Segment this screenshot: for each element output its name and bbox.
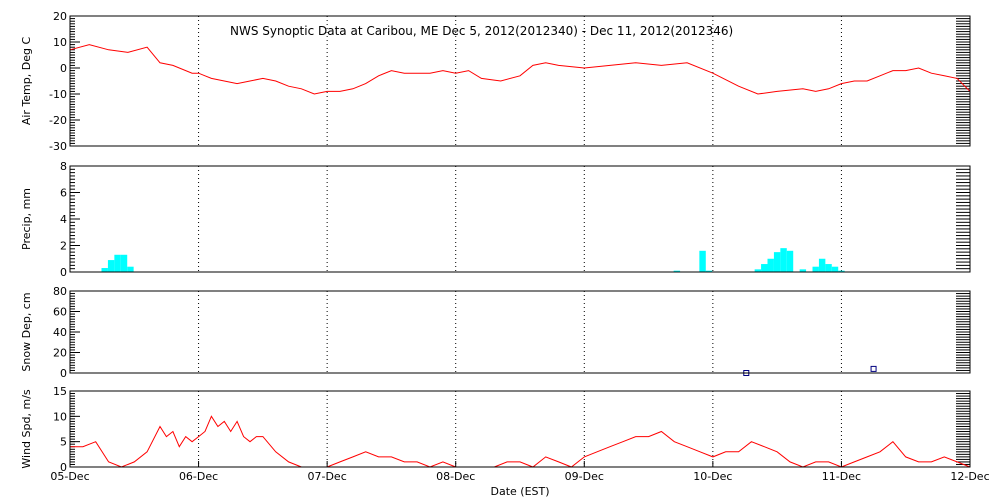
panel-4: 15 10 5 0 Wind Spd, m/s [20, 385, 971, 474]
x-axis-label: Date (EST) [490, 485, 549, 498]
precip-bar [101, 268, 108, 272]
series-line [70, 415, 971, 468]
series-line [69, 44, 971, 95]
precip-bar [773, 252, 781, 272]
y-tick-label: 10 [53, 410, 67, 423]
x-axis: 05-Dec 06-Dec 07-Dec 08-Dec 09-Dec 10-Dec 11-D… [50, 461, 990, 483]
precip-bar [699, 250, 706, 272]
y-tick-label: 4 [60, 213, 67, 226]
y-tick-label: 60 [53, 306, 67, 319]
precip-bar [761, 264, 768, 272]
panel-frame [69, 390, 971, 468]
y-tick-label: 20 [53, 10, 67, 23]
y-tick-label: 0 [60, 367, 67, 380]
panel-frame [69, 290, 971, 374]
y-tick-label: 0 [60, 62, 67, 75]
y-axis-label: Wind Spd, m/s [20, 389, 33, 469]
y-tick-label: 15 [53, 385, 67, 398]
x-tick-label: 07-Dec [308, 470, 347, 483]
y-tick-label: 5 [60, 436, 67, 449]
precip-bar [838, 270, 845, 272]
precip-bar [831, 266, 839, 272]
x-tick-label: 06-Dec [179, 470, 218, 483]
y-tick-label: 8 [60, 160, 67, 173]
x-tick-label: 11-Dec [822, 470, 861, 483]
y-tick-label: 20 [53, 347, 67, 360]
y-tick-label: -10 [49, 88, 67, 101]
precip-bar [780, 248, 787, 272]
y-tick-label: -30 [49, 140, 67, 153]
precip-bar [812, 266, 819, 272]
precip-bar [120, 254, 128, 272]
precip-bar [799, 269, 807, 272]
y-tick-label: 0 [60, 461, 67, 474]
x-tick-label: 09-Dec [565, 470, 604, 483]
x-tick-label: 05-Dec [50, 470, 89, 483]
y-tick-label: 10 [53, 36, 67, 49]
precip-bar [786, 250, 794, 272]
y-tick-label: 2 [60, 240, 67, 253]
precip-bar [127, 266, 134, 272]
precip-bar [114, 254, 121, 272]
precip-bar [705, 270, 713, 272]
y-tick-label: 80 [53, 285, 67, 298]
precip-bar [825, 264, 832, 272]
panel-frame [69, 165, 971, 273]
panel-2: 8 6 4 2 0 Precip, mm [20, 160, 971, 279]
panel-3: 80 60 40 20 0 Snow Dep, cm [20, 285, 971, 380]
precip-bar [767, 258, 774, 272]
y-tick-label: 0 [60, 266, 67, 279]
panel-frame [69, 15, 971, 147]
snow-depth-marker [870, 365, 877, 372]
y-tick-label: -20 [49, 114, 67, 127]
y-tick-label: 40 [53, 326, 67, 339]
x-tick-label: 10-Dec [693, 470, 732, 483]
precip-bar [818, 258, 826, 272]
chart-title: NWS Synoptic Data at Caribou, ME Dec 5, … [230, 24, 733, 38]
x-tick-label: 12-Dec [950, 470, 989, 483]
y-axis-label: Air Temp, Deg C [20, 37, 33, 126]
panel-1: 20 10 0 -10 -20 -30 Air Temp, Deg C [20, 10, 971, 153]
precip-bar [754, 269, 762, 272]
x-tick-label: 08-Dec [436, 470, 475, 483]
y-axis-label: Precip, mm [20, 188, 33, 250]
precip-bar [673, 270, 681, 272]
precip-bar [107, 260, 115, 272]
y-tick-label: 6 [60, 187, 67, 200]
y-axis-label: Snow Dep, cm [20, 292, 33, 371]
